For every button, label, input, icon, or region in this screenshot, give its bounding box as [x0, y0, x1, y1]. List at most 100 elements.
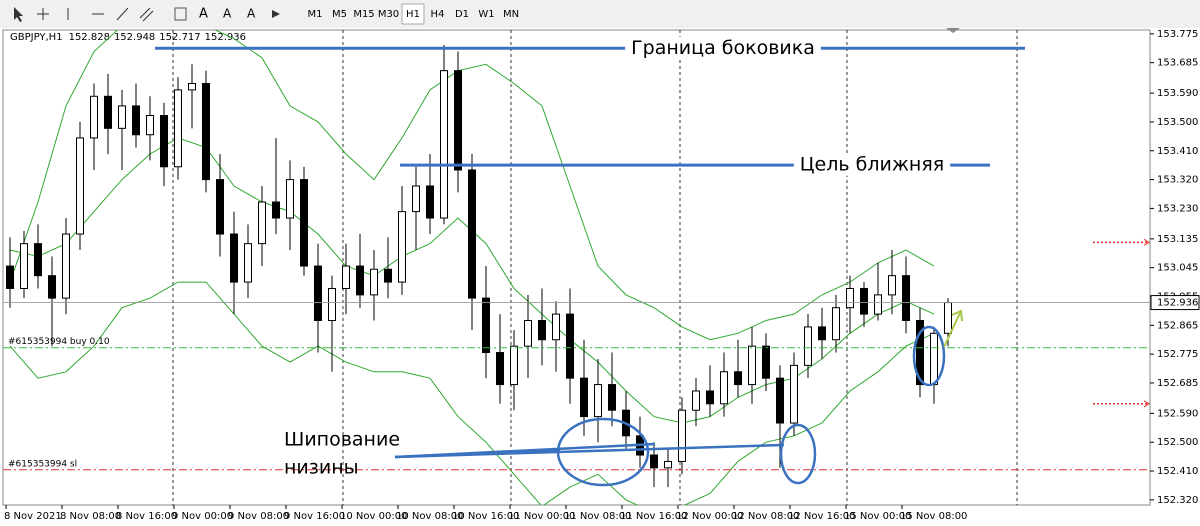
candle-body [874, 294, 882, 315]
y-tick-label: 153.685 [1157, 58, 1198, 69]
fibo-tool[interactable] [174, 7, 187, 21]
active-timeframe [401, 3, 425, 25]
y-tick-label: 152.775 [1157, 349, 1198, 360]
x-tick-label: 9 Nov 00:00 [172, 511, 233, 522]
quote-value: 152.936 [205, 32, 246, 43]
candle-body [482, 297, 490, 354]
y-tick-label: 152.320 [1157, 495, 1198, 506]
candle-body [762, 345, 770, 379]
timeframe-button[interactable]: H4 [431, 9, 445, 20]
label-tool[interactable]: A [247, 7, 256, 21]
y-tick-label: 153.320 [1157, 175, 1198, 186]
timeframe-button[interactable]: M5 [332, 9, 347, 20]
x-tick-label: 9 Nov 08:00 [228, 511, 289, 522]
candle-body [734, 371, 742, 386]
arrow-tool[interactable] [272, 10, 280, 18]
candle-body [62, 233, 70, 299]
candle-body [272, 201, 280, 219]
channel-tool[interactable] [139, 7, 154, 22]
candle-body [76, 137, 84, 235]
candle-body [356, 265, 364, 296]
level-label: Цель ближняя [800, 154, 944, 176]
order-label: #615353994 buy 0.10 [8, 337, 110, 347]
band-line [9, 30, 935, 341]
y-tick-label: 152.590 [1157, 408, 1198, 419]
y-tick-label: 153.230 [1157, 203, 1198, 214]
level-label-bg [625, 36, 821, 59]
candle-body [552, 313, 560, 341]
candle-body [244, 243, 252, 283]
annotation: низины [284, 457, 359, 479]
quote: 152.828 152.948 152.717 152.936 [69, 32, 246, 43]
candle-body [566, 313, 574, 379]
candle-body [426, 185, 434, 219]
timeframe-button[interactable]: M15 [353, 9, 374, 20]
candle-body [524, 320, 532, 347]
cursor-tool[interactable] [14, 7, 23, 22]
trend-tool[interactable] [116, 7, 129, 21]
y-tick-label: 153.135 [1157, 234, 1198, 245]
label-tool[interactable]: A [223, 7, 232, 21]
level-label-bg [793, 153, 951, 176]
x-tick-label: 8 Nov 08:00 [60, 511, 121, 522]
candle-body [510, 345, 518, 386]
separators [172, 30, 1018, 505]
candle-body [860, 287, 868, 315]
candle-body [6, 265, 14, 289]
quote-value: 152.717 [159, 32, 200, 43]
candle-body [664, 460, 672, 469]
timeframe-button[interactable]: M1 [308, 9, 323, 20]
candle-body [608, 384, 616, 411]
text-tool[interactable]: A [199, 7, 208, 22]
current-price-label: 152.936 [1157, 298, 1198, 309]
marker-arrow [1143, 400, 1150, 408]
candle-body [314, 265, 322, 322]
candle-body [440, 70, 448, 219]
candle-body [888, 275, 896, 296]
candle-body [202, 82, 210, 181]
x-tick-label: 12 Nov 00:00 [676, 511, 743, 522]
candle-body [328, 287, 336, 322]
toolbar: A A A M1 M5 M15 M30 H1 H4 D1 W1 MN GBPJPY,H1 152.… [0, 0, 1200, 43]
candle-body [902, 275, 910, 322]
axes: 153.775 153.685 153.590 153.500 153.410 153.3… [4, 29, 1198, 522]
x-tick-label: 10 Nov 16:00 [452, 511, 519, 522]
candle-body [132, 105, 140, 136]
order-label: #615353994 sl [8, 459, 77, 469]
y-tick-label: 153.045 [1157, 263, 1198, 274]
chart-caption: GBPJPY,H1 152.828 152.948 152.717 152.936 [10, 32, 246, 43]
candle-body [216, 179, 224, 235]
candle-body [454, 70, 462, 171]
candle-body [160, 115, 168, 168]
candle-body [146, 115, 154, 136]
candle-body [384, 268, 392, 283]
candle-body [790, 364, 798, 424]
timeframe-button[interactable]: MN [503, 9, 519, 20]
level-label: Граница боковика [631, 37, 815, 59]
timeframe-button[interactable]: H1 [406, 9, 420, 20]
timeframe-button[interactable]: D1 [455, 9, 469, 20]
candle-body [930, 332, 938, 386]
annotation: Шипование [284, 429, 400, 451]
candle-body [118, 105, 126, 129]
crosshair-tool[interactable] [37, 8, 49, 20]
timeframe-button[interactable]: M30 [378, 9, 399, 20]
candle-body [496, 352, 504, 386]
candle-body [818, 326, 826, 341]
x-tick-label: 12 Nov 08:00 [732, 511, 799, 522]
x-tick-label: 9 Nov 16:00 [284, 511, 345, 522]
x-tick-label: 15 Nov 08:00 [900, 511, 967, 522]
ellipse [912, 325, 946, 387]
candle-body [720, 371, 728, 405]
x-tick-label: 15 Nov 00:00 [844, 511, 911, 522]
candle-body [580, 377, 588, 418]
timeframe-button[interactable]: W1 [478, 9, 494, 20]
x-tick-label: 8 Nov 2021 [4, 511, 62, 522]
candles [6, 45, 952, 488]
candle-body [230, 233, 238, 283]
annotations: Граница боковика Цель ближняя Шипование низ… [284, 36, 951, 479]
arrow [943, 309, 963, 348]
candle-body [468, 169, 476, 299]
y-tick-label: 153.410 [1157, 146, 1198, 157]
candle-body [916, 320, 924, 386]
